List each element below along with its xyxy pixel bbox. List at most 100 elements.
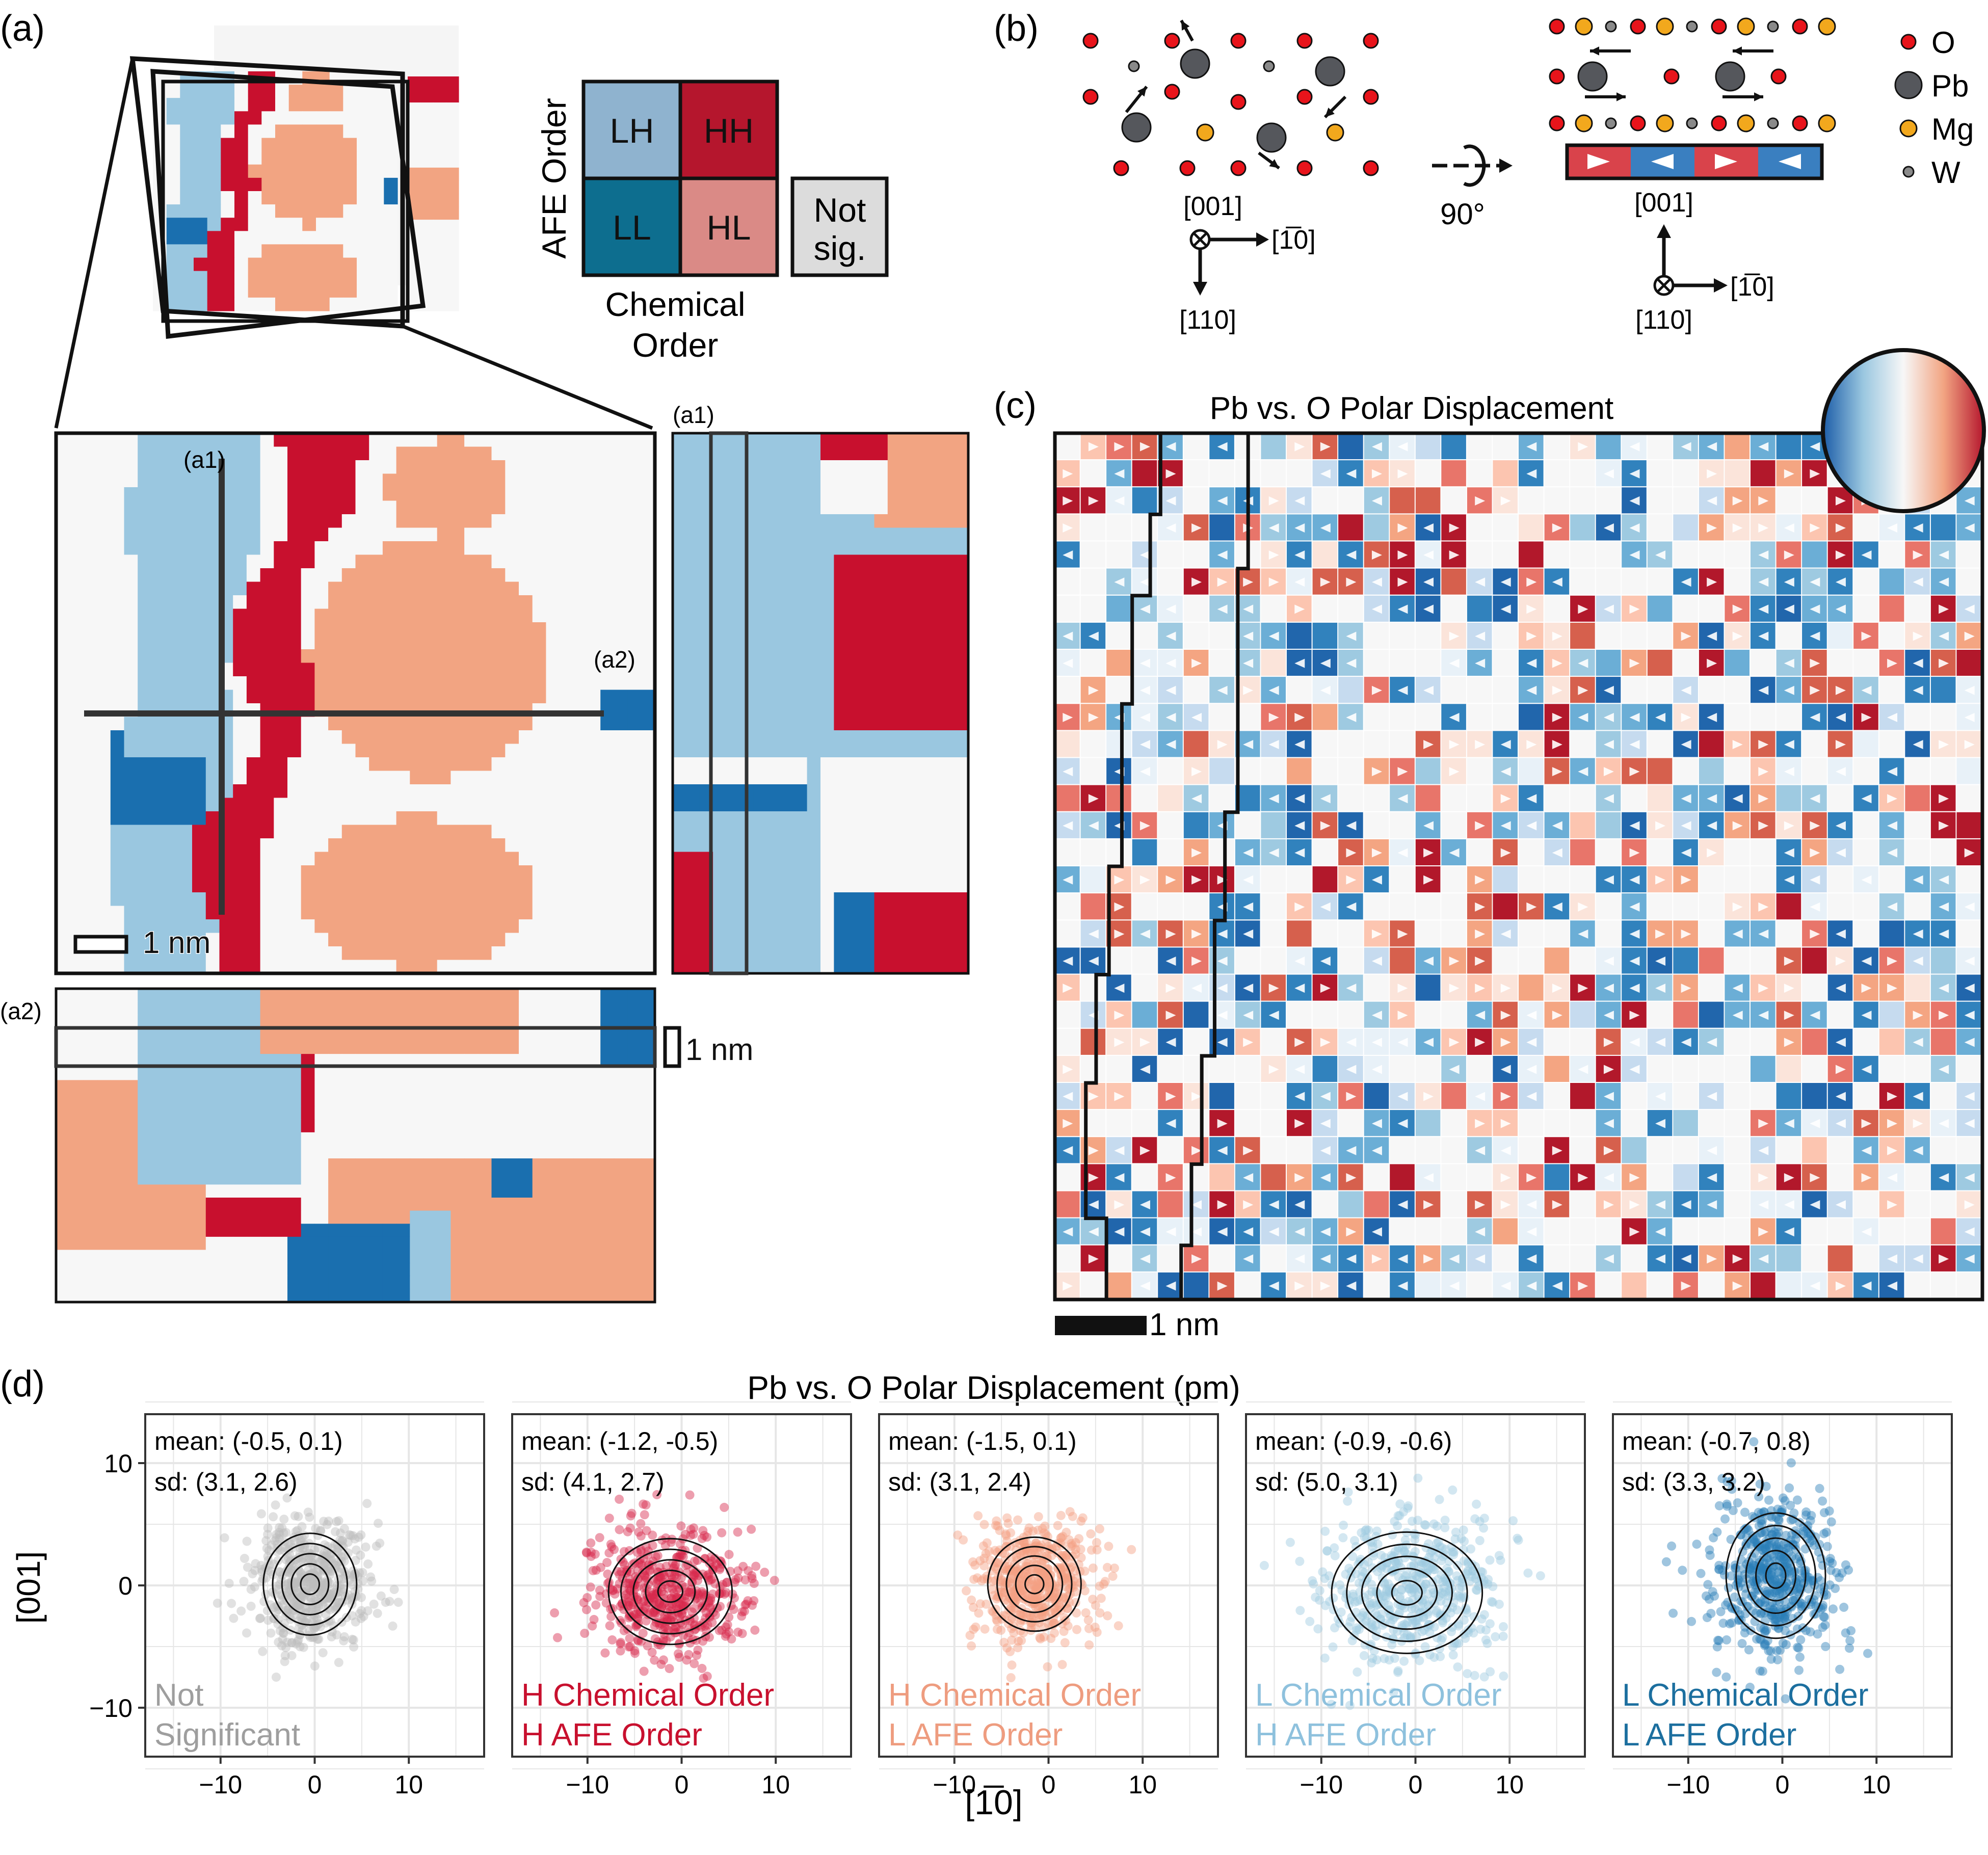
scatter-point [1475,1536,1485,1545]
scatter-point [278,1634,287,1644]
scatter-point [289,1592,299,1602]
scatter-point [643,1641,652,1651]
scatter-point [626,1511,635,1521]
scatter-point [1320,1574,1330,1583]
scatter-point [643,1610,653,1620]
scatter-point [675,1612,684,1622]
scatter-point [300,1543,309,1552]
scatter-point [312,1614,322,1624]
scatter-point [992,1625,1002,1634]
scatter-point [294,1635,303,1645]
scatter-point [974,1608,984,1618]
scatter-point [582,1593,592,1602]
scatter-point [678,1552,688,1561]
scatter-point [1523,1568,1533,1578]
scatter-point [388,1621,397,1631]
scatter-point [690,1613,699,1623]
scatter-point [273,1619,283,1629]
scatter-point [1821,1641,1831,1651]
scatter-point [649,1590,658,1600]
scatter-point [262,1606,272,1615]
scatter-point [284,1568,294,1578]
scatter-point [621,1590,631,1600]
scatter-point [1385,1655,1394,1665]
panel-d-xlabel: [1̅0] [965,1783,1022,1822]
scatter-point [979,1553,989,1563]
scatter-point [1795,1652,1805,1662]
scatter-point [322,1520,332,1529]
x-tick-label: −10 [1666,1770,1710,1799]
scatter-point [1825,1554,1835,1564]
scatter-point [319,1560,329,1570]
scatter-point [645,1567,654,1576]
scatter-point [320,1551,329,1561]
scatter-point [689,1523,699,1533]
scatter-point [258,1647,268,1656]
scatter-point [1453,1662,1463,1672]
scatter-point [1399,1547,1409,1557]
y-tick-label: −10 [89,1694,132,1722]
scatter-point [314,1634,324,1644]
scatter-point [580,1629,590,1638]
scatter-point [263,1529,273,1539]
scatter-point [1815,1483,1824,1493]
scatter-point [640,1571,650,1580]
scatter-point [1678,1566,1687,1575]
scatter-point [309,1578,318,1588]
scatter-point [240,1554,249,1563]
scatter-point [275,1523,284,1532]
scatter-point [1479,1610,1489,1620]
scatter-point [631,1622,641,1632]
scatter-point [351,1617,360,1627]
scatter-point [666,1578,675,1587]
scatter-point [624,1574,634,1584]
scatter-point [624,1642,633,1652]
scatter-point [1001,1531,1011,1541]
scatter-point [680,1546,690,1555]
scatter-point [296,1595,305,1604]
scatter-point [315,1557,325,1567]
scatter-point [239,1577,249,1586]
scatter-point [350,1534,360,1544]
scatter-point [671,1559,681,1569]
scatter-point [1733,1498,1742,1507]
scatter-point [293,1578,302,1588]
scatter-point [697,1587,707,1597]
scatter-point [953,1530,963,1540]
scatter-point [281,1528,291,1538]
scatter-point [604,1514,614,1523]
scatter-point [1777,1588,1787,1598]
series-mean: mean: (-1.2, -0.5) [521,1427,718,1455]
scatter-point [285,1539,295,1549]
scatter-point [306,1593,316,1603]
scatter-point [1035,1633,1045,1642]
scalebar-a-main [73,935,128,954]
scatter-point [310,1595,320,1604]
scatter-point [674,1649,683,1659]
scatter-point [358,1576,367,1586]
scatter-point [1437,1556,1446,1566]
series-label-line1: H Chemical Order [521,1678,774,1713]
scatter-point [296,1536,306,1546]
scatter-point [250,1582,259,1592]
scatter-point [652,1579,661,1588]
scatter-point [274,1605,283,1614]
scatter-point [642,1573,651,1583]
scatter-point [267,1540,276,1550]
scatter-point [331,1602,340,1611]
scatter-point [275,1534,284,1544]
panel-label-b: (b) [994,8,1039,49]
scatter-point [640,1572,649,1581]
series-label-line1: L Chemical Order [1255,1678,1502,1713]
scatter-point [337,1579,347,1589]
scatter-point [685,1588,695,1597]
scatter-point [280,1619,289,1629]
scatter-point [708,1562,718,1572]
scatter-point [1835,1664,1845,1674]
scatter-point [970,1560,980,1570]
scatter-point [1343,1496,1353,1506]
scatter-point [660,1541,670,1550]
scatter-point [261,1589,271,1599]
scatter-point [669,1588,679,1598]
